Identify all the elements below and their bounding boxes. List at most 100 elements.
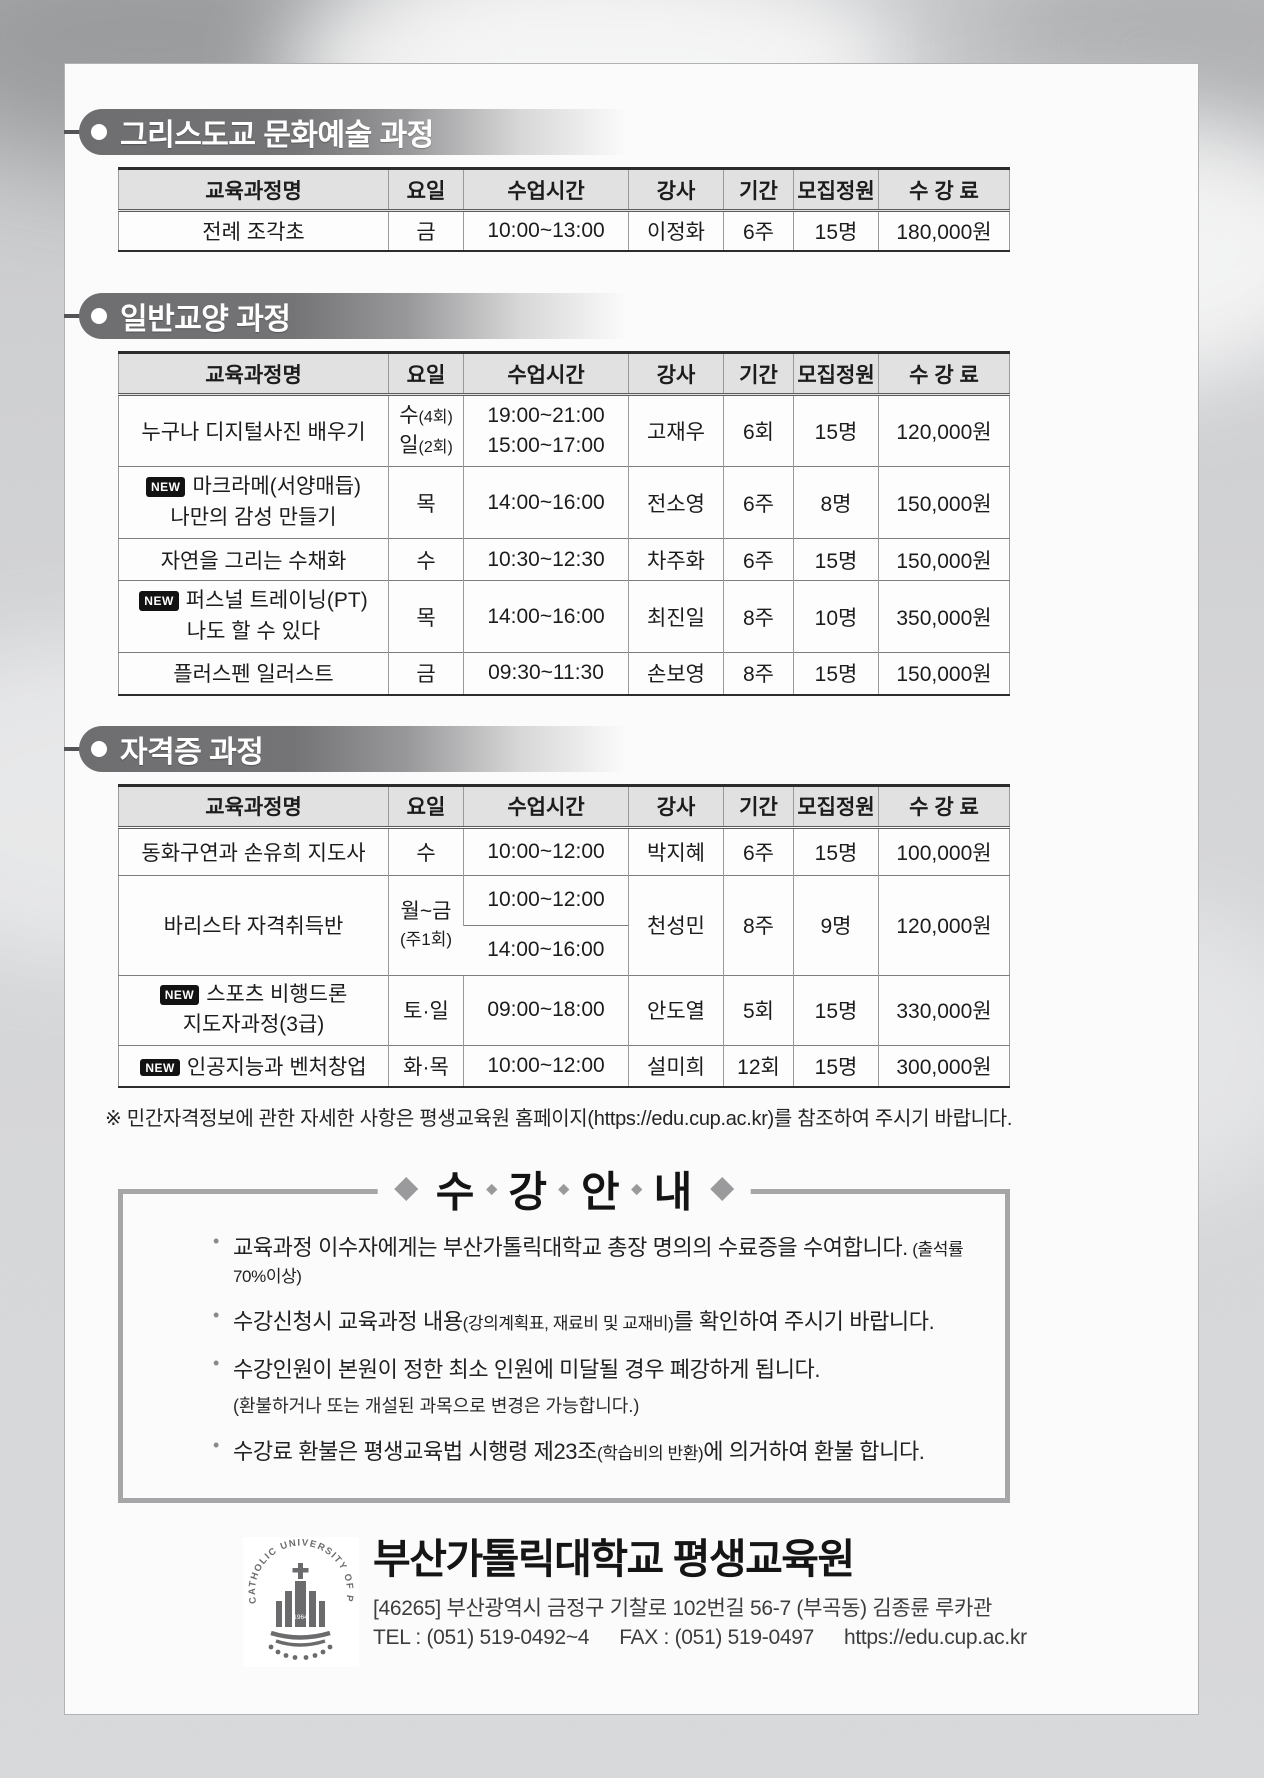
bullet-dot-icon <box>91 740 107 757</box>
section-title: 자격증 과정 <box>120 735 264 769</box>
course-teacher: 최진일 <box>628 580 724 653</box>
name-line: 인공지능과 벤처창업 <box>186 1055 367 1079</box>
col-header-capacity: 모집정원 <box>793 785 879 829</box>
table-row: NEW 인공지능과 벤처창업 화·목 10:00~12:00 설미희 12회 15… <box>118 1044 1010 1087</box>
course-day: 금 <box>388 210 464 251</box>
course-day: 수 <box>388 826 464 875</box>
course-name: 자연을 그리는 수채화 <box>118 538 389 581</box>
guide-bullet: 수강료 환불은 평생교육법 시행령 제23조(학습비의 반환)에 의거하여 환불… <box>211 1434 965 1466</box>
col-header-time: 수업시간 <box>463 785 629 829</box>
course-fee: 180,000원 <box>878 210 1010 251</box>
course-teacher: 손보영 <box>628 652 724 695</box>
guide-text-small: (학습비의 반환) <box>596 1444 704 1463</box>
name-line: 마크라메(서양매듭) <box>192 475 362 499</box>
name-line: 나도 할 수 있다 <box>186 619 321 643</box>
course-time: 09:00~18:00 <box>463 974 629 1045</box>
course-time: 19:00~21:00 15:00~17:00 <box>463 394 629 467</box>
course-time: 10:00~12:00 <box>463 1044 629 1087</box>
course-period: 5회 <box>723 974 794 1045</box>
table-row: 전례 조각초 금 10:00~13:00 이정화 6주 15명 180,000원 <box>118 210 1010 251</box>
course-capacity: 10명 <box>793 580 879 653</box>
day-note: (주1회) <box>399 929 453 949</box>
bullet-dot-icon <box>91 308 107 324</box>
footer: CATHOLIC UNIVERSITY OF PUSAN 1964 <box>243 1536 1198 1667</box>
contact-row: TEL : (051) 519-0492~4 FAX : (051) 519-0… <box>373 1626 1027 1650</box>
course-guide-box: 수 강 안 내 교육과정 이수자에게는 부산가톨릭대학교 총장 명의의 수료증을… <box>118 1158 1010 1503</box>
flyer-page: 그리스도교 문화예술 과정 교육과정명 요일 수업시간 강사 기간 모집정원 수… <box>64 63 1199 1715</box>
course-capacity: 15명 <box>793 538 879 581</box>
course-time: 09:30~11:30 <box>463 652 629 695</box>
course-teacher: 고재우 <box>628 394 724 467</box>
phone-number: TEL : (051) 519-0492~4 <box>373 1626 590 1650</box>
course-teacher: 설미희 <box>628 1044 724 1087</box>
course-period: 6주 <box>723 538 794 581</box>
course-guide-title: 수 강 안 내 <box>377 1158 751 1220</box>
general-education-course-table: 교육과정명 요일 수업시간 강사 기간 모집정원 수 강 료 누구나 디지털사진… <box>118 351 1010 696</box>
guide-text: 수강료 환불은 평생교육법 시행령 제23조 <box>233 1439 597 1464</box>
course-time: 10:30~12:30 <box>463 538 629 581</box>
new-badge: NEW <box>159 984 200 1005</box>
course-name: NEW 마크라메(서양매듭) 나만의 감성 만들기 <box>118 466 389 539</box>
course-day: 금 <box>388 652 464 695</box>
name-line: 지도자과정(3급) <box>182 1013 325 1036</box>
new-badge: NEW <box>140 1058 180 1076</box>
course-time-morning: 10:00~12:00 <box>463 874 629 925</box>
course-name: 누구나 디지털사진 배우기 <box>118 394 389 467</box>
course-time: 14:00~16:00 <box>463 580 629 653</box>
table-row: NEW 마크라메(서양매듭) 나만의 감성 만들기 목 14:00~16:00 전… <box>118 466 1010 539</box>
guide-text: 수강신청시 교육과정 내용 <box>233 1309 463 1334</box>
table-row: 자연을 그리는 수채화 수 10:30~12:30 차주화 6주 15명 150… <box>118 538 1010 581</box>
guide-text: 에 의거하여 환불 합니다. <box>703 1439 925 1464</box>
section-header-certificate: 자격증 과정 <box>64 725 1198 772</box>
course-teacher: 이정화 <box>628 210 724 251</box>
section-pill: 그리스도교 문화예술 과정 <box>79 109 644 155</box>
course-capacity: 15명 <box>793 210 879 251</box>
col-header-day: 요일 <box>388 785 464 829</box>
guide-bullet: 수강신청시 교육과정 내용(강의계획표, 재료비 및 교재비)를 확인하여 주시… <box>211 1304 965 1336</box>
course-capacity: 15명 <box>793 652 879 695</box>
course-teacher: 차주화 <box>628 538 724 581</box>
table-header-row: 교육과정명 요일 수업시간 강사 기간 모집정원 수 강 료 <box>118 168 1010 212</box>
course-capacity: 15명 <box>793 974 879 1045</box>
col-header-course: 교육과정명 <box>118 352 389 396</box>
course-period: 12회 <box>723 1044 794 1087</box>
bullet-dot-icon <box>91 124 107 140</box>
col-header-time: 수업시간 <box>463 168 629 212</box>
table-row: NEW 퍼스널 트레이닝(PT) 나도 할 수 있다 목 14:00~16:00 … <box>118 580 1010 653</box>
course-name: 바리스타 자격취득반 <box>118 874 389 975</box>
guide-bullet: 교육과정 이수자에게는 부산가톨릭대학교 총장 명의의 수료증을 수여합니다. … <box>211 1230 965 1288</box>
col-header-time: 수업시간 <box>463 352 629 396</box>
section-title: 그리스도교 문화예술 과정 <box>120 119 434 152</box>
course-time: 14:00~16:00 <box>463 466 629 539</box>
col-header-capacity: 모집정원 <box>793 352 879 396</box>
course-fee: 120,000원 <box>878 394 1010 467</box>
course-day: 목 <box>388 466 464 539</box>
guide-text-small: (강의계획표, 재료비 및 교재비) <box>462 1314 674 1333</box>
certificate-course-table: 교육과정명 요일 수업시간 강사 기간 모집정원 수 강 료 동화구연과 손유희… <box>118 783 1010 1088</box>
institution-name: 부산가톨릭대학교 평생교육원 <box>373 1536 855 1582</box>
time-line: 19:00~21:00 <box>487 403 605 427</box>
guide-text: 수강인원이 본원이 정한 최소 인원에 미달될 경우 폐강하게 됩니다. <box>233 1357 821 1382</box>
name-line: 나만의 감성 만들기 <box>170 505 337 529</box>
university-seal-icon: CATHOLIC UNIVERSITY OF PUSAN 1964 <box>243 1537 359 1667</box>
guide-text: 교육과정 이수자에게는 부산가톨릭대학교 총장 명의의 수료증을 수여합니다. <box>233 1235 908 1260</box>
course-fee: 120,000원 <box>878 874 1010 975</box>
col-header-teacher: 강사 <box>628 168 724 212</box>
course-fee: 150,000원 <box>878 652 1010 695</box>
col-header-course: 교육과정명 <box>118 168 389 212</box>
table-row: 플러스펜 일러스트 금 09:30~11:30 손보영 8주 15명 150,0… <box>118 652 1010 695</box>
col-header-fee: 수 강 료 <box>878 168 1010 212</box>
private-certificate-footnote: ※ 민간자격정보에 관한 자세한 사항은 평생교육원 홈페이지(https://… <box>105 1108 1013 1130</box>
course-period: 8주 <box>723 580 794 653</box>
table-header-row: 교육과정명 요일 수업시간 강사 기간 모집정원 수 강 료 <box>118 352 1010 396</box>
col-header-day: 요일 <box>388 352 464 396</box>
footer-text-block: 부산가톨릭대학교 평생교육원 [46265] 부산광역시 금정구 기찰로 102… <box>373 1536 1027 1650</box>
table-row: NEW 스포츠 비행드론 지도자과정(3급) 토·일 09:00~18:00 안도… <box>118 974 1010 1045</box>
course-day: 토·일 <box>388 974 464 1045</box>
col-header-period: 기간 <box>723 352 794 396</box>
christian-arts-course-table: 교육과정명 요일 수업시간 강사 기간 모집정원 수 강 료 전례 조각초 금 … <box>118 167 1010 252</box>
course-capacity: 15명 <box>793 394 879 467</box>
course-name: 동화구연과 손유희 지도사 <box>118 826 389 875</box>
diamond-icon <box>709 1176 734 1202</box>
